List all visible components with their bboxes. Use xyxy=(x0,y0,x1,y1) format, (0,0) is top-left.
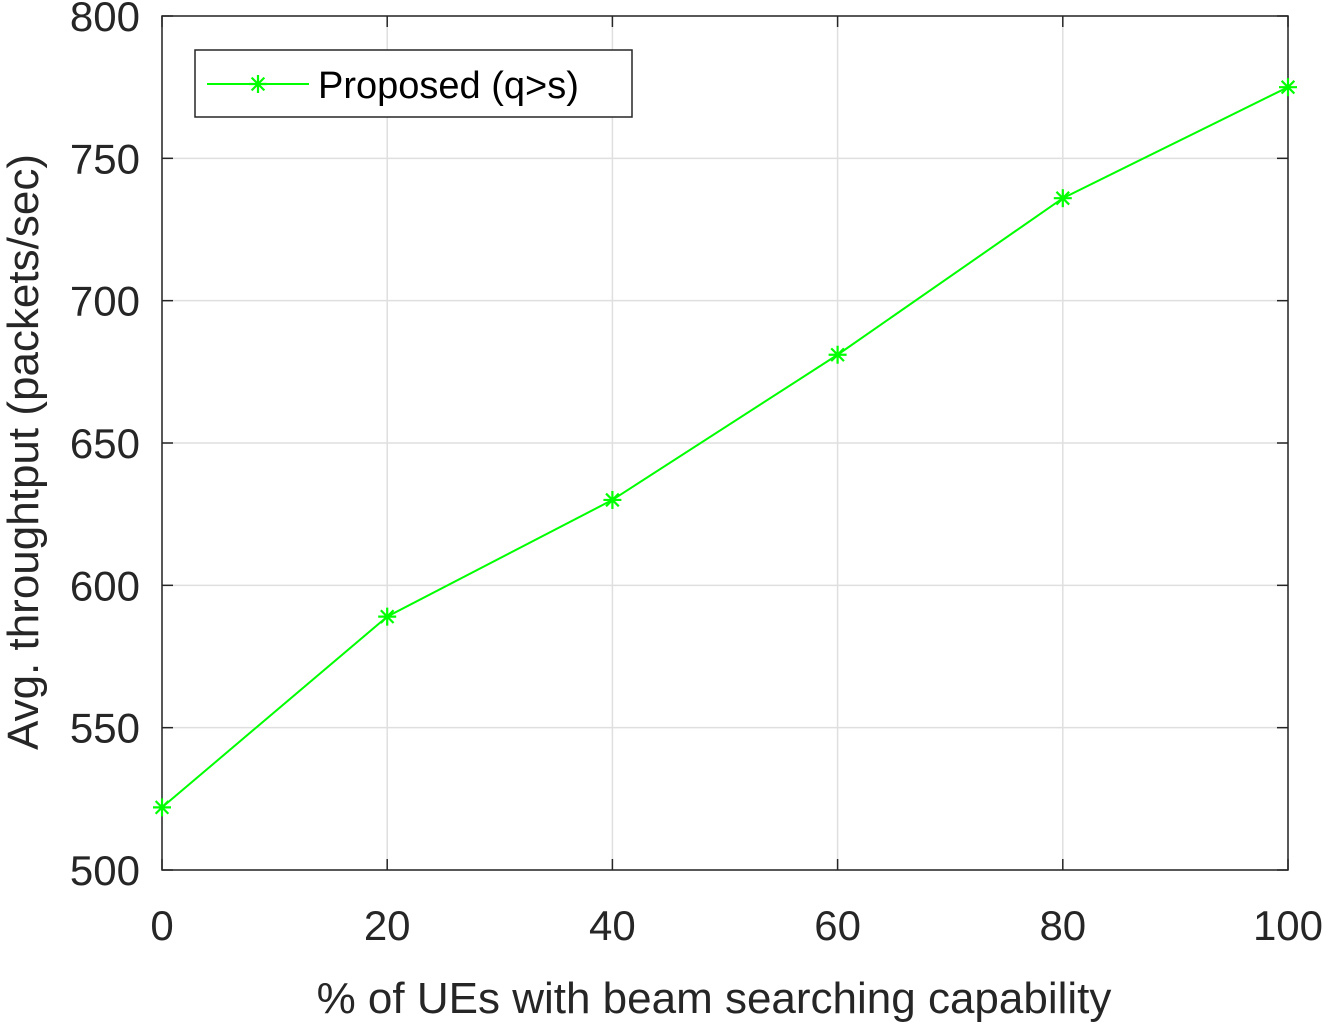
axes xyxy=(161,15,1289,871)
legend-label: Proposed (q>s) xyxy=(318,65,579,107)
legend-marker-asterisk-icon xyxy=(249,75,267,93)
x-tick-label: 80 xyxy=(1039,902,1086,949)
data-point-marker xyxy=(1279,78,1297,97)
y-tick-label: 800 xyxy=(70,0,140,40)
x-tick-label: 40 xyxy=(589,902,636,949)
tick-labels: 0 20 40 60 80 100 500 550 600 650 700 750 800 xyxy=(70,0,1323,949)
grid xyxy=(161,15,1289,871)
axes-box xyxy=(161,15,1289,871)
y-tick-label: 750 xyxy=(70,135,140,182)
y-tick-label: 550 xyxy=(70,705,140,752)
x-tick-label: 60 xyxy=(814,902,861,949)
x-tick-label: 0 xyxy=(150,902,173,949)
data-point-marker xyxy=(153,798,171,817)
y-tick-label: 650 xyxy=(70,420,140,467)
y-tick-label: 500 xyxy=(70,847,140,894)
series-line xyxy=(161,86,1289,809)
y-tick-label: 700 xyxy=(70,278,140,325)
y-tick-label: 600 xyxy=(70,562,140,609)
data-point-marker xyxy=(378,607,397,626)
legend: Proposed (q>s) xyxy=(194,49,633,118)
series-layer xyxy=(153,78,1297,817)
x-tick-label: 100 xyxy=(1253,902,1323,949)
data-point-marker xyxy=(828,345,847,364)
legend-asterisk xyxy=(249,75,267,93)
x-tick-label: 20 xyxy=(364,902,411,949)
y-axis-label: Avg. throughtput (packets/sec) xyxy=(0,154,48,750)
data-point-marker xyxy=(1053,189,1072,208)
x-axis-label: % of UEs with beam searching capability xyxy=(317,974,1112,1023)
data-point-marker xyxy=(603,490,622,509)
